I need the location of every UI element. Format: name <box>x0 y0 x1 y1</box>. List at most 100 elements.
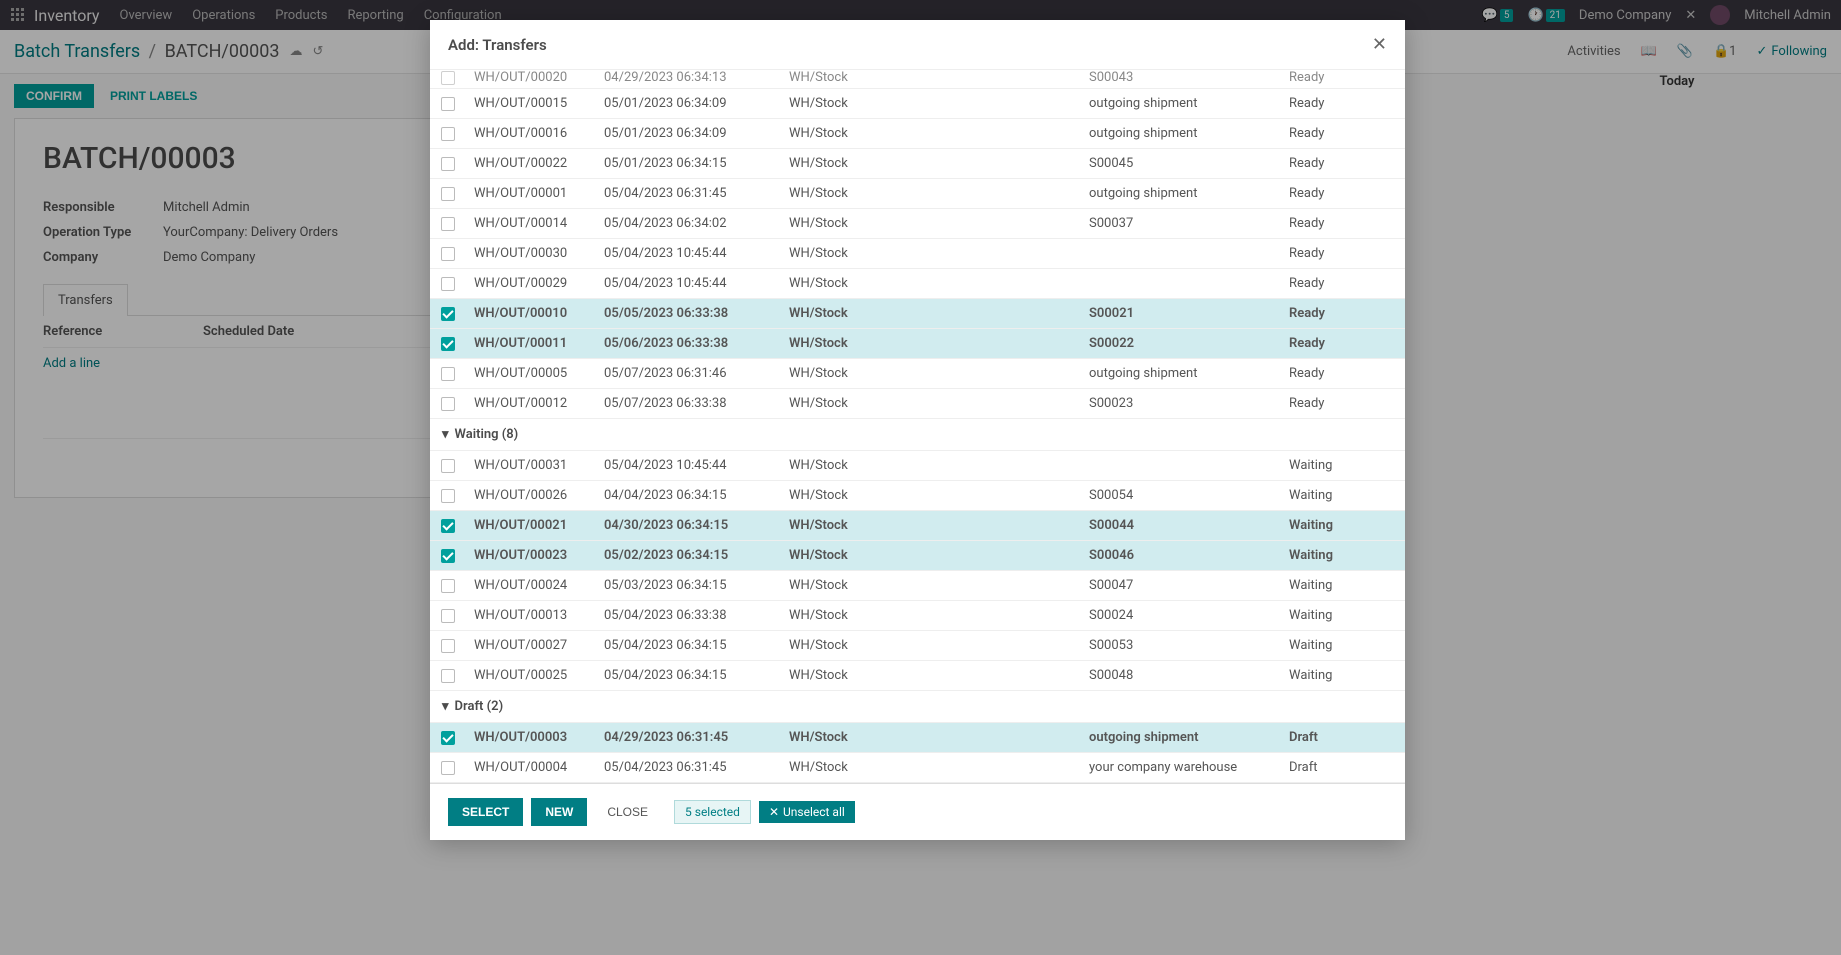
select-button[interactable]: SELECT <box>448 798 523 826</box>
cell-status: Draft <box>1281 723 1405 753</box>
row-checkbox[interactable] <box>441 247 455 261</box>
cell-date: 04/29/2023 06:31:45 <box>596 723 781 753</box>
group-header[interactable]: ▾Waiting (8) <box>430 419 1405 451</box>
row-checkbox[interactable] <box>441 307 455 321</box>
cell-status: Ready <box>1281 89 1405 119</box>
selected-count-pill: 5 selected <box>674 800 751 824</box>
cell-source <box>1081 451 1281 481</box>
row-checkbox[interactable] <box>441 731 455 745</box>
cell-location: WH/Stock <box>781 601 1081 631</box>
cell-location: WH/Stock <box>781 239 1081 269</box>
row-checkbox[interactable] <box>441 97 455 111</box>
new-button[interactable]: NEW <box>531 798 587 826</box>
cell-location: WH/Stock <box>781 89 1081 119</box>
row-checkbox[interactable] <box>441 579 455 593</box>
cell-location: WH/Stock <box>781 571 1081 601</box>
row-checkbox[interactable] <box>441 519 455 533</box>
table-row[interactable]: WH/OUT/0002405/03/2023 06:34:15WH/StockS… <box>430 571 1405 601</box>
table-row[interactable]: WH/OUT/0000505/07/2023 06:31:46WH/Stocko… <box>430 359 1405 389</box>
table-row[interactable]: WH/OUT/0002705/04/2023 06:34:15WH/StockS… <box>430 631 1405 661</box>
cell-location: WH/Stock <box>781 299 1081 329</box>
table-row[interactable]: WH/OUT/0002604/04/2023 06:34:15WH/StockS… <box>430 481 1405 511</box>
cell-status: Ready <box>1281 119 1405 149</box>
row-checkbox[interactable] <box>441 639 455 653</box>
cell-status: Ready <box>1281 269 1405 299</box>
table-row[interactable]: WH/OUT/0002905/04/2023 10:45:44WH/StockR… <box>430 269 1405 299</box>
cell-status: Waiting <box>1281 571 1405 601</box>
cell-source: S00021 <box>1081 299 1281 329</box>
row-checkbox[interactable] <box>441 367 455 381</box>
row-checkbox[interactable] <box>441 187 455 201</box>
cell-reference: WH/OUT/00020 <box>466 70 596 89</box>
cell-date: 05/04/2023 10:45:44 <box>596 239 781 269</box>
table-row[interactable]: WH/OUT/0002104/30/2023 06:34:15WH/StockS… <box>430 511 1405 541</box>
cell-location: WH/Stock <box>781 631 1081 661</box>
cell-status: Waiting <box>1281 481 1405 511</box>
cell-source: S00043 <box>1081 70 1281 89</box>
cell-source: your company warehouse <box>1081 753 1281 783</box>
cell-date: 05/04/2023 10:45:44 <box>596 451 781 481</box>
cell-reference: WH/OUT/00030 <box>466 239 596 269</box>
row-checkbox[interactable] <box>441 217 455 231</box>
row-checkbox[interactable] <box>441 71 455 85</box>
table-row[interactable]: WH/OUT/0001505/01/2023 06:34:09WH/Stocko… <box>430 89 1405 119</box>
row-checkbox[interactable] <box>441 549 455 563</box>
cell-status: Waiting <box>1281 631 1405 661</box>
close-icon[interactable]: ✕ <box>1372 34 1387 55</box>
row-checkbox[interactable] <box>441 669 455 683</box>
table-row[interactable]: WH/OUT/0000304/29/2023 06:31:45WH/Stocko… <box>430 723 1405 753</box>
cell-reference: WH/OUT/00005 <box>466 359 596 389</box>
row-checkbox[interactable] <box>441 337 455 351</box>
unselect-all-button[interactable]: ✕Unselect all <box>759 801 855 823</box>
row-checkbox[interactable] <box>441 761 455 775</box>
table-row[interactable]: WH/OUT/0002505/04/2023 06:34:15WH/StockS… <box>430 661 1405 691</box>
row-checkbox[interactable] <box>441 459 455 473</box>
cell-source: outgoing shipment <box>1081 359 1281 389</box>
cell-date: 05/04/2023 06:31:45 <box>596 753 781 783</box>
cell-reference: WH/OUT/00024 <box>466 571 596 601</box>
cell-location: WH/Stock <box>781 661 1081 691</box>
table-row[interactable]: WH/OUT/0001005/05/2023 06:33:38WH/StockS… <box>430 299 1405 329</box>
table-row[interactable]: WH/OUT/0001405/04/2023 06:34:02WH/StockS… <box>430 209 1405 239</box>
cell-date: 05/07/2023 06:31:46 <box>596 359 781 389</box>
cell-source: S00024 <box>1081 601 1281 631</box>
cell-status: Waiting <box>1281 511 1405 541</box>
table-row[interactable]: WH/OUT/0001105/06/2023 06:33:38WH/StockS… <box>430 329 1405 359</box>
row-checkbox[interactable] <box>441 277 455 291</box>
cell-reference: WH/OUT/00001 <box>466 179 596 209</box>
close-button[interactable]: CLOSE <box>595 798 660 826</box>
table-row[interactable]: WH/OUT/0000105/04/2023 06:31:45WH/Stocko… <box>430 179 1405 209</box>
table-row[interactable]: WH/OUT/0001305/04/2023 06:33:38WH/StockS… <box>430 601 1405 631</box>
cell-status: Ready <box>1281 179 1405 209</box>
cell-source: S00053 <box>1081 631 1281 661</box>
cell-location: WH/Stock <box>781 511 1081 541</box>
row-checkbox[interactable] <box>441 397 455 411</box>
cell-date: 05/01/2023 06:34:09 <box>596 89 781 119</box>
cell-date: 05/06/2023 06:33:38 <box>596 329 781 359</box>
group-header[interactable]: ▾Draft (2) <box>430 691 1405 723</box>
row-checkbox[interactable] <box>441 609 455 623</box>
cell-source: S00045 <box>1081 149 1281 179</box>
modal-title: Add: Transfers <box>448 36 547 54</box>
row-checkbox[interactable] <box>441 127 455 141</box>
cell-date: 05/04/2023 06:34:02 <box>596 209 781 239</box>
table-row[interactable]: WH/OUT/0001205/07/2023 06:33:38WH/StockS… <box>430 389 1405 419</box>
cell-location: WH/Stock <box>781 723 1081 753</box>
table-row[interactable]: WH/OUT/0002205/01/2023 06:34:15WH/StockS… <box>430 149 1405 179</box>
cell-location: WH/Stock <box>781 541 1081 571</box>
table-row[interactable]: WH/OUT/0002305/02/2023 06:34:15WH/StockS… <box>430 541 1405 571</box>
table-row[interactable]: WH/OUT/0003105/04/2023 10:45:44WH/StockW… <box>430 451 1405 481</box>
table-row[interactable]: WH/OUT/0003005/04/2023 10:45:44WH/StockR… <box>430 239 1405 269</box>
cell-status: Ready <box>1281 389 1405 419</box>
cell-location: WH/Stock <box>781 269 1081 299</box>
cell-source <box>1081 269 1281 299</box>
table-row[interactable]: WH/OUT/0001605/01/2023 06:34:09WH/Stocko… <box>430 119 1405 149</box>
row-checkbox[interactable] <box>441 157 455 171</box>
cell-status: Ready <box>1281 149 1405 179</box>
table-row[interactable]: WH/OUT/0002004/29/2023 06:34:13WH/StockS… <box>430 70 1405 89</box>
cell-source: outgoing shipment <box>1081 723 1281 753</box>
cell-date: 05/04/2023 10:45:44 <box>596 269 781 299</box>
cell-location: WH/Stock <box>781 329 1081 359</box>
table-row[interactable]: WH/OUT/0000405/04/2023 06:31:45WH/Stocky… <box>430 753 1405 783</box>
row-checkbox[interactable] <box>441 489 455 503</box>
